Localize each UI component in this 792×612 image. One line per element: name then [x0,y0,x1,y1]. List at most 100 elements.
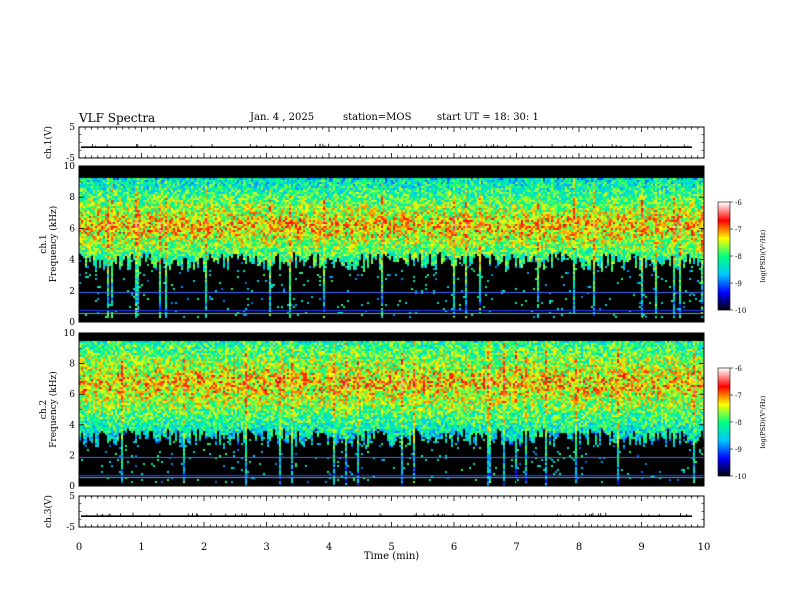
ch1_spectrogram-ylabel: ch.1 [39,234,49,253]
colorbar-segment [718,442,730,444]
colorbar-tick-label: -9 [735,446,742,454]
colorbar-segment [718,470,730,472]
colorbar-segment [718,238,730,240]
colorbar-segment [718,267,730,269]
figure-title: VLF Spectra [79,111,156,125]
colorbar-segment [718,223,730,225]
ch1_waveform-ytick-label: -5 [66,154,75,164]
colorbar-segment [718,297,730,299]
colorbar-tick-label: -10 [735,307,746,315]
x-tick-label: 0 [76,542,82,553]
colorbar-segment [718,217,730,219]
colorbar-segment [718,286,730,288]
colorbar-segment [718,259,730,261]
x-tick-label: 2 [201,542,207,553]
colorbar-segment [718,207,730,209]
colorbar-segment [718,391,730,393]
colorbar-segment [718,255,730,257]
colorbar-segment [718,246,730,248]
colorbar-segment [718,206,730,208]
colorbar-segment [718,226,730,228]
colorbar-segment [718,219,730,221]
colorbar-segment [718,383,730,385]
colorbar-segment [718,261,730,263]
x-tick-label: 4 [326,542,332,553]
colorbar-segment [718,411,730,413]
colorbar-tick-label: -9 [735,280,742,288]
ch2_spectrogram-ytick-label: 0 [69,482,75,492]
colorbar-segment [718,209,730,211]
colorbar-segment [718,264,730,266]
ch1_spectrogram-ytick-label: 4 [69,256,75,266]
colorbar-segment [718,228,730,230]
x-tick-label: 1 [138,542,144,553]
colorbar-segment [718,417,730,419]
colorbar-segment [718,453,730,455]
colorbar-segment [718,410,730,412]
colorbar-segment [718,230,730,232]
colorbar-segment [718,418,730,420]
colorbar-segment [718,245,730,247]
colorbar-segment [718,266,730,268]
colorbar-segment [718,232,730,234]
ch1_spectrogram-ytick-label: 6 [69,224,75,234]
colorbar-segment [718,471,730,473]
colorbar-segment [718,233,730,235]
colorbar-segment [718,401,730,403]
colorbar-segment [718,432,730,434]
colorbar-segment [718,279,730,281]
colorbar-segment [718,242,730,244]
colorbar-segment [718,243,730,245]
colorbar-segment [718,464,730,466]
colorbar-segment [718,305,730,307]
colorbar-segment [718,421,730,423]
colorbar-segment [718,423,730,425]
colorbar-segment [718,412,730,414]
colorbar-segment [718,392,730,394]
colorbar-segment [718,422,730,424]
colorbar-segment [718,409,730,411]
spectrogram-ch2_spectrogram [79,333,704,486]
colorbar-segment [718,467,730,469]
colorbar-segment [718,374,730,376]
colorbar-segment [718,427,730,429]
colorbar-segment [718,248,730,250]
colorbar-segment [718,465,730,467]
colorbar-segment [718,280,730,282]
colorbar-segment [718,282,730,284]
colorbar-segment [718,253,730,255]
colorbar-segment [718,472,730,474]
colorbar-segment [718,457,730,459]
colorbar-segment [718,244,730,246]
colorbar-segment [718,397,730,399]
colorbar-segment [718,241,730,243]
colorbar-segment [718,441,730,443]
colorbar-segment [718,240,730,242]
colorbar-segment [718,214,730,216]
colorbar-segment [718,276,730,278]
colorbar-segment [718,213,730,215]
ch1_waveform-ytick-label: 5 [69,123,75,133]
colorbar-segment [718,398,730,400]
colorbar-segment [718,273,730,275]
colorbar-segment [718,394,730,396]
colorbar-segment [718,371,730,373]
colorbar-segment [718,306,730,308]
colorbar-segment [718,283,730,285]
colorbar-segment [718,378,730,380]
colorbar-segment [718,212,730,214]
colorbar-segment [718,446,730,448]
colorbar-segment [718,270,730,272]
ch2_spectrogram-ytick-label: 4 [69,421,75,431]
colorbar-segment [718,309,730,311]
colorbar-segment [718,407,730,409]
colorbar-segment [718,290,730,292]
colorbar-tick-label: -6 [735,365,742,373]
x-tick-label: 5 [388,542,394,553]
colorbar-segment [718,419,730,421]
colorbar-segment [718,274,730,276]
ch1_spectrogram-ytick-label: 2 [69,287,75,297]
colorbar-segment [718,231,730,233]
colorbar-tick-label: -7 [735,226,742,234]
